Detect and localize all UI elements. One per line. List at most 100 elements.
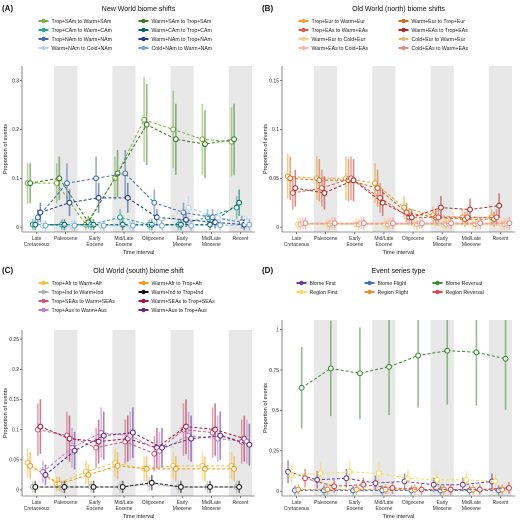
data-point (199, 136, 206, 143)
interval-shade (54, 330, 78, 496)
data-point (463, 476, 470, 483)
legend-item: Trop+Eur to Warm+Eur (298, 18, 366, 25)
data-point (356, 370, 363, 377)
legend-swatch-dot (299, 280, 304, 286)
y-tick-label: 0.05 (269, 176, 279, 182)
legend-label: Warm+SAm to Trop+SAm (152, 19, 212, 25)
x-tick-label-line: Miocene (202, 242, 221, 248)
legend-swatch-dot (301, 36, 306, 42)
data-point (90, 221, 97, 228)
data-point (343, 475, 350, 482)
x-tick-label-line: Mid/Late (114, 236, 133, 242)
data-point (295, 486, 302, 493)
y-tick-label: 0.25 (269, 448, 279, 454)
legend-item: Warm+NAm to Trop+NAm (138, 36, 212, 43)
interval-shade (372, 66, 396, 232)
legend-label: Warm+NAm to Cold+NAm (52, 46, 113, 52)
data-point (321, 189, 328, 196)
legend-item: Trop+Ind to Warm+Ind (38, 289, 103, 296)
legend-label: Trop+Eur to Warm+Eur (312, 19, 366, 25)
legend-item: Region Reversal (432, 289, 484, 296)
series (302, 217, 513, 230)
legend-label: Warm+CAm to Trop+CAm (152, 28, 212, 34)
series-line (40, 197, 245, 226)
x-tick-label: Mid/Late Eocene (114, 236, 133, 248)
data-point (379, 199, 386, 206)
y-tick-label: 1 (276, 327, 279, 333)
y-tick-label: 0.15 (269, 78, 279, 84)
data-point (114, 462, 121, 469)
legend-swatch-dot (367, 289, 372, 295)
interval-shade (112, 330, 136, 496)
x-tick-label-line: Mid/Late (374, 500, 393, 506)
data-point (119, 483, 126, 490)
x-tick-label-line: Cretaceous (284, 506, 310, 512)
x-tick-label: Mid/Late Miocene (462, 236, 481, 248)
legend-item: Warm+Aus to Trop+Aus (138, 307, 208, 314)
x-tick-label: Late Cretaceous (284, 236, 310, 248)
legend-swatch-dot (141, 298, 146, 304)
data-point (473, 349, 480, 356)
y-tick-label: 0.5 (272, 408, 279, 414)
x-tick-label: Paleocene (314, 500, 338, 506)
panel-title: Old World (north) biome shifts (352, 6, 445, 13)
x-axis-label: Time interval (383, 514, 415, 520)
x-tick-label-line: Miocene (173, 506, 192, 512)
data-point (318, 185, 325, 192)
x-tick-label: Paleocene (54, 500, 78, 506)
x-tick-label-line: Eocene (375, 506, 392, 512)
data-point (386, 363, 392, 370)
x-tick-label-line: Miocene (462, 242, 481, 248)
data-point (42, 222, 49, 229)
data-point (172, 465, 179, 472)
data-point (389, 220, 396, 227)
y-tick-label: 0 (276, 225, 279, 231)
legend-item: Cold+NAm to Warm+NAm (138, 45, 212, 52)
series (298, 320, 509, 429)
legend-label: Region Flight (378, 290, 409, 296)
legend-label: Trop+EAs to Warm+EAs (312, 28, 369, 34)
legend-item: Trop+Aus to Warm+Aus (38, 307, 108, 314)
x-tick-label-line: Mid/Late (374, 236, 393, 242)
data-point (188, 435, 195, 442)
data-point (177, 221, 184, 228)
data-point (124, 194, 131, 201)
data-point (231, 136, 238, 143)
legend-item: Warm+SAm to Trop+SAm (138, 18, 212, 25)
legend-item: Warm+Afr to Trop+Afr (138, 280, 202, 287)
y-tick-label: 0 (16, 225, 19, 231)
series (287, 156, 498, 227)
x-tick-label: Recent (233, 500, 249, 506)
legend-item: Warm+Eur to Trop+Eur (398, 18, 465, 25)
data-point (331, 220, 338, 227)
panel-letter: (C) (2, 266, 13, 275)
legend-label: Trop+Aus to Warm+Aus (52, 308, 108, 314)
series (37, 182, 248, 231)
x-tick-label: Recent (493, 500, 509, 506)
y-tick-label: 0.05 (9, 457, 19, 463)
legend-swatch-dot (141, 27, 146, 33)
legend-label: Region First (310, 290, 339, 296)
x-tick-label-line: Cretaceous (24, 506, 50, 512)
data-point (100, 432, 107, 439)
series (285, 460, 495, 492)
legend-item: Trop+SEAs to Warm+SEAs (38, 298, 115, 305)
legend-item: Trop+SAm to Warm+SAm (38, 18, 111, 25)
legend-item: Warm+EAs to Trop+EAs (398, 27, 468, 34)
legend-label: Cold+Eur to Warm+Eur (412, 37, 466, 43)
legend-swatch-dot (301, 27, 306, 33)
data-point (467, 206, 473, 213)
data-point (476, 486, 483, 493)
legend-label: Warm+Aus to Trop+Aus (152, 308, 208, 314)
data-point (66, 199, 73, 206)
legend-swatch-dot (301, 45, 306, 51)
data-point (207, 483, 213, 490)
data-point (204, 214, 211, 221)
y-tick-label: 0.15 (9, 397, 19, 403)
series (292, 159, 503, 226)
legend-item: Warm+CAm to Trop+CAm (138, 27, 212, 34)
series (288, 460, 499, 490)
legend-item: Biome Reversal (432, 280, 482, 287)
series (39, 407, 250, 484)
data-point (201, 141, 208, 148)
